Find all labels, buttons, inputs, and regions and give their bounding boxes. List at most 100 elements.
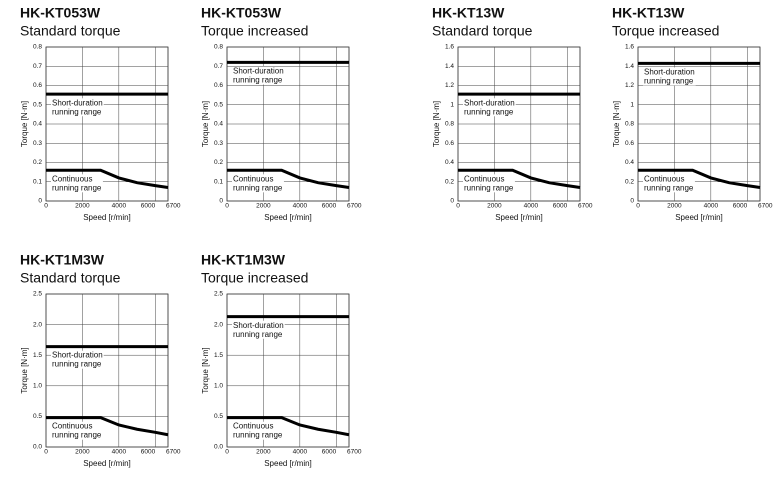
y-tick-label: 0 — [219, 198, 223, 205]
y-tick-label: 0.6 — [445, 140, 454, 147]
y-tick-label: 0 — [38, 198, 42, 205]
y-axis-label: Torque [N·m] — [20, 347, 29, 393]
series-line — [458, 168, 581, 190]
x-axis-label: Speed [r/min] — [675, 213, 723, 222]
annotation-text: Continuous — [644, 174, 684, 183]
y-tick-label: 0 — [450, 198, 454, 205]
annotation-text: Continuous — [52, 422, 92, 431]
y-tick-label: 0.5 — [33, 101, 42, 108]
annotation-text: running range — [233, 431, 283, 440]
chart: HK-KT13W Standard torque 0 0.2 0.4 0.6 0.8 1 1.2… — [432, 5, 593, 222]
x-tick-label: 2000 — [667, 203, 682, 210]
chart: HK-KT1M3W Torque increased 0.0 0.5 1.0 1.5 2.0… — [201, 252, 362, 468]
annotation-bg — [232, 66, 285, 85]
y-tick-label: 0.0 — [214, 444, 223, 451]
annotation-text: running range — [52, 183, 102, 192]
series-line — [227, 416, 350, 437]
annotation-text: Short-duration — [233, 321, 284, 330]
annotation-text: Short-duration — [233, 67, 284, 76]
y-tick-label: 1.0 — [33, 383, 42, 390]
y-tick-label: 0.2 — [33, 159, 42, 166]
y-tick-label: 1.0 — [214, 383, 223, 390]
chart-subtitle: Standard torque — [20, 270, 121, 286]
chart-title: HK-KT053W — [201, 5, 282, 21]
x-tick-label: 6000 — [141, 449, 156, 456]
y-tick-label: 0.0 — [33, 444, 42, 451]
annotation-bg — [463, 174, 515, 193]
series-line — [638, 168, 761, 190]
x-tick-label: 4000 — [112, 203, 127, 210]
x-tick-label: 6000 — [553, 203, 568, 210]
chart-subtitle: Torque increased — [612, 23, 719, 39]
x-tick-label: 6000 — [322, 203, 337, 210]
y-tick-label: 0.1 — [33, 178, 42, 185]
y-tick-label: 0.5 — [33, 413, 42, 420]
y-tick-label: 2.5 — [214, 291, 223, 298]
y-tick-label: 1 — [630, 101, 634, 108]
x-tick-label: 6700 — [166, 449, 181, 456]
y-tick-label: 1.5 — [33, 352, 42, 359]
y-tick-label: 0.8 — [33, 44, 42, 51]
chart-title: HK-KT053W — [20, 5, 101, 21]
chart-subtitle: Torque increased — [201, 23, 308, 39]
chart: HK-KT1M3W Standard torque 0.0 0.5 1.0 1.5 2.0 2… — [20, 252, 181, 468]
chart: HK-KT13W Torque increased 0 0.2 0.4 0.6 0.8 1 1.… — [612, 5, 773, 222]
y-tick-label: 0.3 — [214, 140, 223, 147]
y-tick-label: 0.8 — [625, 121, 634, 128]
annotation-text: running range — [464, 183, 514, 192]
y-tick-label: 0.7 — [33, 63, 42, 70]
x-tick-label: 6000 — [322, 449, 337, 456]
annotation-bg — [51, 421, 103, 440]
y-tick-label: 0.6 — [625, 140, 634, 147]
y-tick-label: 2.5 — [33, 291, 42, 298]
annotation-text: running range — [233, 183, 283, 192]
y-axis-label: Torque [N·m] — [432, 101, 441, 147]
annotation-text: Short-duration — [644, 67, 695, 76]
x-tick-label: 2000 — [75, 203, 90, 210]
x-tick-label: 4000 — [293, 449, 308, 456]
annotation-text: running range — [233, 76, 283, 85]
y-tick-label: 0.7 — [214, 63, 223, 70]
annotation-text: Continuous — [464, 174, 504, 183]
y-tick-label: 0 — [630, 198, 634, 205]
chart-title: HK-KT1M3W — [20, 252, 105, 268]
x-tick-label: 0 — [456, 203, 460, 210]
x-tick-label: 4000 — [112, 449, 127, 456]
y-tick-label: 1.5 — [214, 352, 223, 359]
y-tick-label: 0.4 — [33, 121, 42, 128]
y-tick-label: 1.6 — [625, 44, 634, 51]
x-tick-label: 2000 — [487, 203, 502, 210]
y-tick-label: 1.4 — [625, 63, 634, 70]
y-tick-label: 0.6 — [33, 82, 42, 89]
y-tick-label: 0.8 — [214, 44, 223, 51]
x-tick-label: 2000 — [75, 449, 90, 456]
chart-title: HK-KT13W — [432, 5, 505, 21]
annotation-bg — [232, 421, 284, 440]
x-axis-label: Speed [r/min] — [264, 213, 312, 222]
y-tick-label: 2.0 — [214, 321, 223, 328]
x-tick-label: 2000 — [256, 203, 271, 210]
chart-subtitle: Standard torque — [20, 23, 121, 39]
annotation-bg — [643, 67, 696, 86]
x-axis-label: Speed [r/min] — [264, 459, 312, 468]
annotation-bg — [51, 98, 104, 117]
x-tick-label: 6700 — [578, 203, 593, 210]
x-axis-label: Speed [r/min] — [495, 213, 543, 222]
annotation-text: running range — [464, 107, 514, 116]
x-tick-label: 6700 — [758, 203, 773, 210]
annotation-text: running range — [52, 360, 102, 369]
y-tick-label: 1.2 — [625, 82, 634, 89]
annotation-bg — [232, 174, 284, 193]
annotation-bg — [643, 174, 695, 193]
annotation-text: Continuous — [233, 174, 273, 183]
y-tick-label: 0.4 — [214, 121, 223, 128]
annotation-bg — [463, 98, 516, 117]
